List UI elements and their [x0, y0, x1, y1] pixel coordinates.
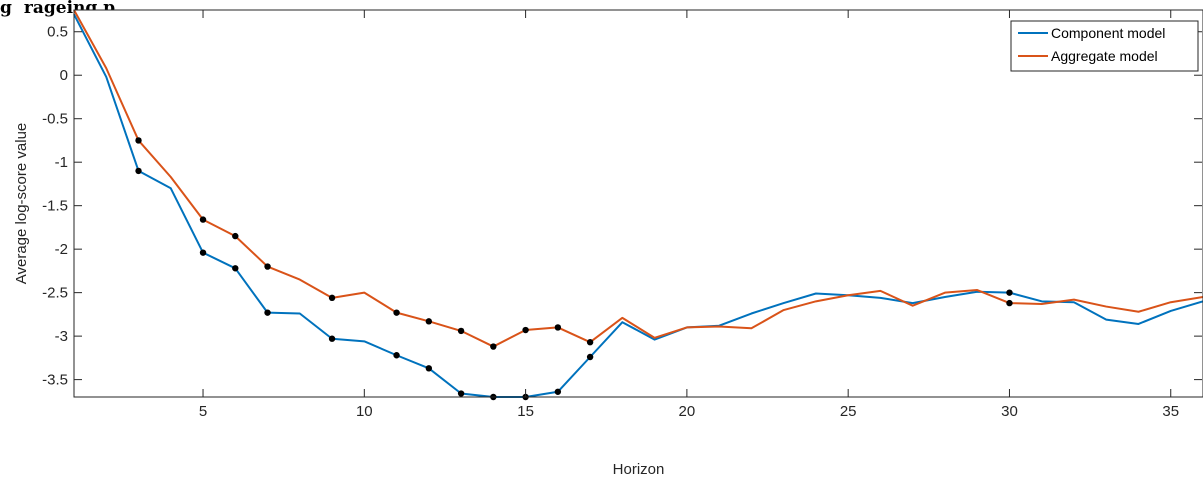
legend-label-aggregate-model: Aggregate model	[1051, 48, 1158, 64]
highlight-marker	[1006, 289, 1013, 296]
y-tick-label: -1	[55, 154, 68, 171]
highlight-marker	[232, 232, 239, 240]
x-axis-label: Horizon	[613, 461, 665, 478]
axes-box	[73, 9, 1203, 398]
ticks-layer: 5 10 15 20 25 30 35 0.5 0 -0.5 -1 -1.5 -2 -2.5 -3 -3.5	[42, 10, 1202, 420]
title-prefix: g	[0, 0, 12, 18]
y-tick-label: -2	[55, 241, 68, 258]
y-tick-label: -3.5	[42, 372, 68, 389]
highlight-marker	[199, 216, 207, 223]
highlight-marker	[135, 137, 142, 144]
axes-layer	[73, 9, 1203, 398]
highlight-marker	[490, 343, 497, 350]
highlight-marker	[586, 353, 594, 361]
plot-background	[74, 10, 1203, 397]
highlight-marker	[1006, 299, 1013, 307]
series-layer	[73, 9, 1203, 398]
y-tick-label: -3	[55, 328, 68, 345]
legend: Component model Aggregate model	[1010, 20, 1199, 72]
x-tick-label: 10	[356, 403, 373, 420]
highlight-marker	[328, 335, 336, 342]
highlight-marker	[522, 326, 529, 334]
series-line-0	[73, 13, 1203, 398]
y-tick-label: 0	[60, 67, 68, 84]
highlight-marker	[586, 339, 594, 346]
x-tick-label: 15	[517, 403, 534, 420]
highlight-marker	[425, 365, 433, 372]
x-tick-label: 20	[679, 403, 696, 420]
highlight-marker	[554, 388, 562, 395]
y-tick-label: 0.5	[47, 24, 68, 41]
marker-layer	[135, 137, 1013, 401]
y-axis-label: Average log-score value	[13, 123, 30, 284]
legend-box	[1010, 20, 1199, 72]
highlight-marker	[328, 294, 336, 302]
series-line-1	[73, 9, 1203, 348]
highlight-marker	[135, 167, 142, 175]
x-tick-label: 25	[840, 403, 857, 420]
y-tick-label: -0.5	[42, 111, 68, 128]
highlight-marker	[554, 324, 562, 331]
highlight-marker	[425, 318, 433, 325]
x-tick-label: 35	[1162, 403, 1179, 420]
highlight-marker	[393, 309, 400, 316]
y-tick-label: -1.5	[42, 198, 68, 215]
x-tick-label: 30	[1001, 403, 1018, 420]
highlight-marker	[264, 309, 271, 316]
highlight-marker	[457, 327, 465, 335]
highlight-marker	[264, 263, 271, 270]
plot-area	[74, 10, 1203, 397]
highlight-marker	[232, 265, 239, 272]
y-tick-label: -2.5	[42, 285, 68, 302]
legend-label-component-model: Component model	[1051, 25, 1165, 41]
highlight-marker	[457, 390, 465, 397]
highlight-marker	[393, 352, 400, 359]
x-tick-label: 5	[199, 403, 207, 420]
highlight-marker	[199, 249, 207, 256]
